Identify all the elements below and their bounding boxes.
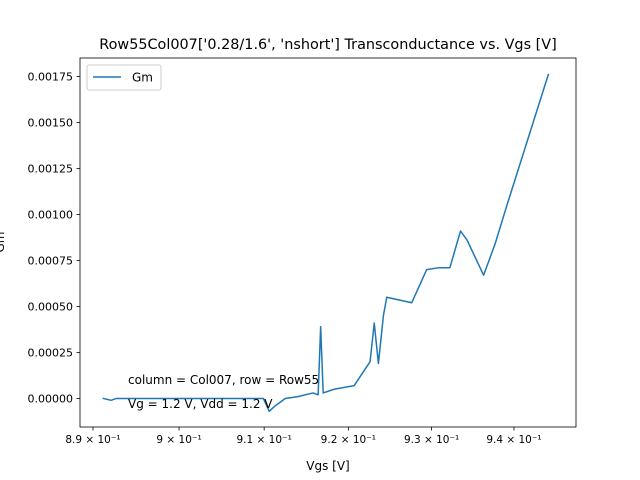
x-tick-label: 9.4 × 10⁻¹: [486, 434, 541, 446]
y-tick-label: 0.00075: [28, 254, 74, 267]
x-axis-ticks: 8.9 × 10⁻¹ 9 × 10⁻¹ 9.1 × 10⁻¹ 9.2 × 10⁻¹ 9.…: [65, 427, 542, 446]
series-line-gm: [102, 73, 550, 413]
y-tick-label: 0.00025: [28, 346, 74, 359]
x-tick-label: 9.2 × 10⁻¹: [321, 434, 376, 446]
y-axis-ticks: 0.00000 0.00025 0.00050 0.00075 0.00100 0.001…: [28, 70, 80, 405]
legend: Gm: [86, 64, 162, 91]
annotation-voltages: Vg = 1.2 V, Vdd = 1.2 V: [128, 397, 273, 411]
legend-label-gm: Gm: [132, 71, 153, 85]
y-tick-label: 0.00100: [28, 208, 74, 221]
annotation-location: column = Col007, row = Row55: [128, 373, 319, 387]
y-tick-label: 0.00125: [28, 162, 74, 175]
plot-area: [80, 58, 576, 427]
legend-box: [86, 64, 162, 91]
x-axis-label: Vgs [V]: [306, 459, 349, 473]
x-tick-label: 9 × 10⁻¹: [156, 434, 201, 446]
y-tick-label: 0.00150: [28, 116, 74, 129]
y-tick-label: 0.00000: [28, 392, 74, 405]
plot-frame: [79, 57, 577, 428]
y-tick-label: 0.00050: [28, 300, 74, 313]
y-axis-label: Gm: [0, 232, 7, 253]
x-tick-label: 9.3 × 10⁻¹: [404, 434, 459, 446]
x-tick-label: 9.1 × 10⁻¹: [237, 434, 292, 446]
chart-title: Row55Col007['0.28/1.6', 'nshort'] Transc…: [99, 37, 556, 53]
y-tick-label: 0.00175: [28, 70, 74, 83]
x-tick-label: 8.9 × 10⁻¹: [65, 434, 120, 446]
